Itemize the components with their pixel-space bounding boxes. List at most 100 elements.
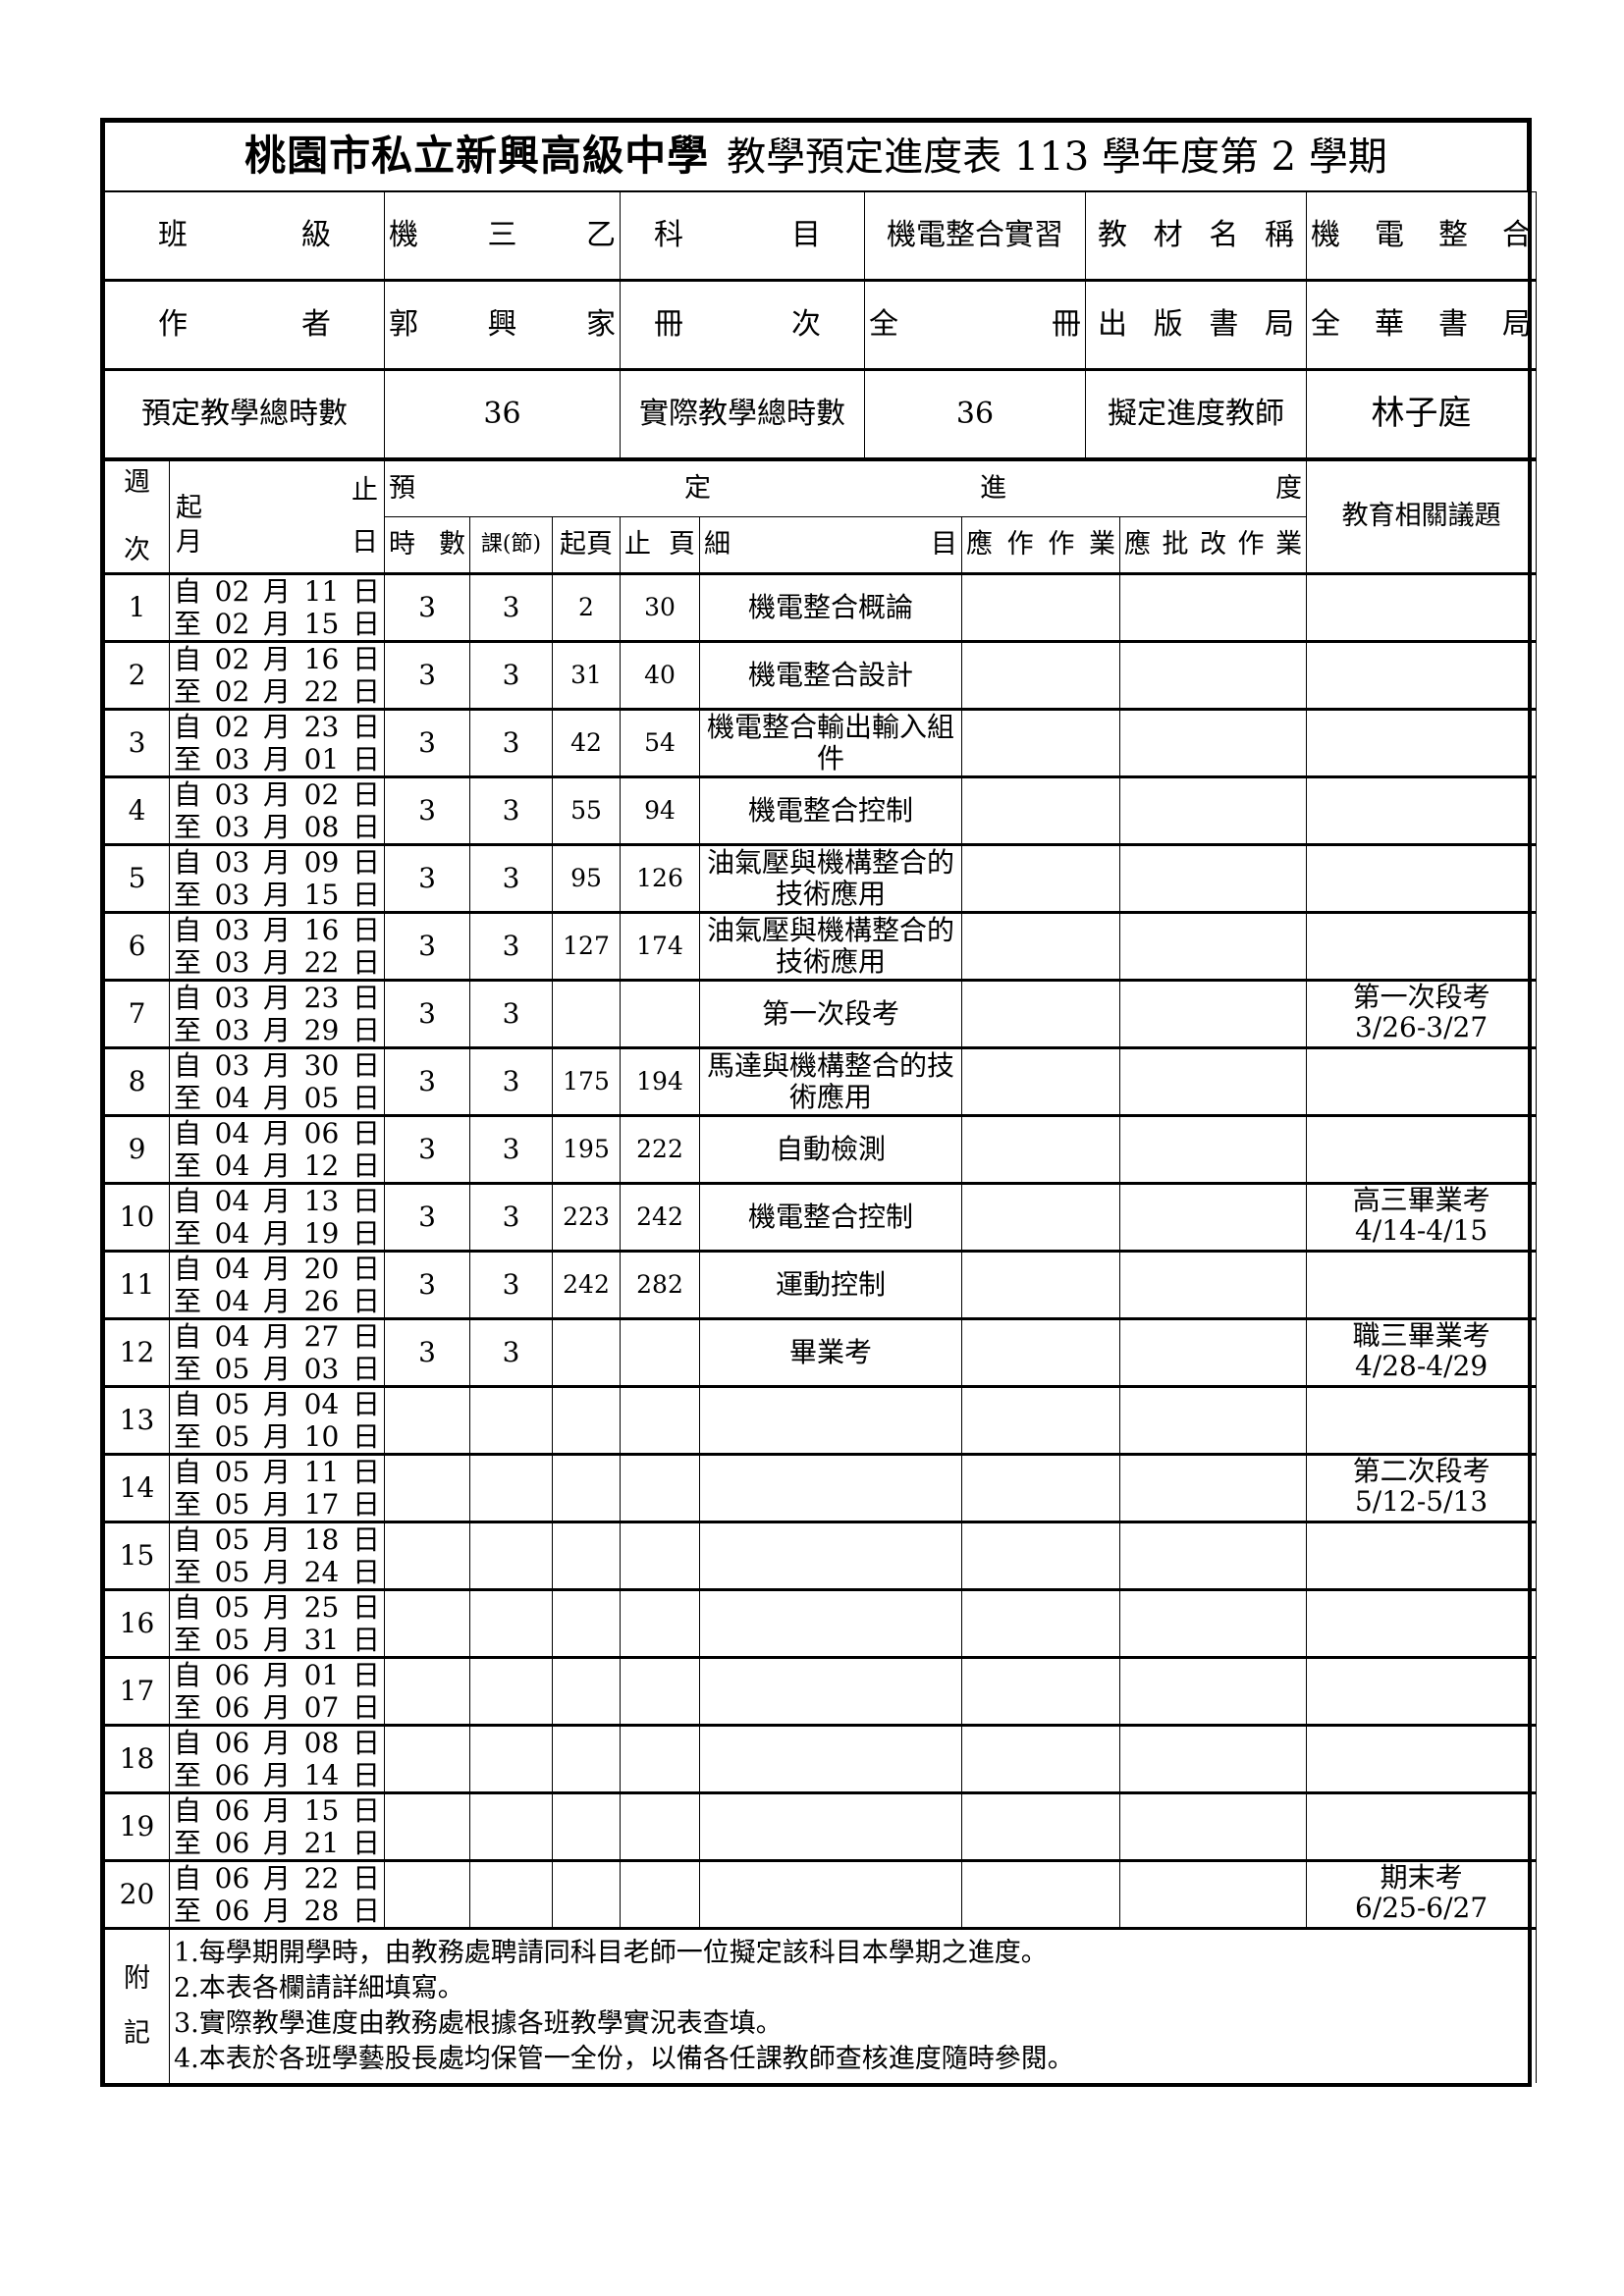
document-subtitle: 教學預定進度表 113 學年度第 2 學期 (727, 134, 1387, 181)
detail-header: 細目 (699, 516, 962, 575)
week-row: 20 自 06 月 22 日至 06 月 28 日 期末考 6/25-6/27 (104, 1860, 1538, 1930)
end-page-cell (620, 1386, 700, 1456)
start-page-cell (552, 1860, 621, 1930)
correction-cell (1118, 1115, 1308, 1185)
correction-cell (1118, 1251, 1308, 1320)
issue-cell (1306, 709, 1538, 778)
start-page-cell: 127 (552, 912, 621, 982)
detail-cell: 運動控制 (699, 1251, 962, 1320)
hours-cell: 3 (384, 573, 470, 643)
week-row: 14 自 05 月 11 日至 05 月 17 日 第二次段考 5/12-5/13 (104, 1454, 1538, 1523)
correction-cell (1118, 1318, 1308, 1388)
homework-cell (961, 1792, 1120, 1862)
planned-hours-value: 36 (384, 369, 621, 460)
lessons-cell (469, 1386, 553, 1456)
note-item: 2.本表各欄請詳細填寫。 (174, 1973, 464, 2003)
homework-cell (961, 1386, 1120, 1456)
week-row: 12 自 04 月 27 日至 05 月 03 日 3 3 畢業考 職三畢業考 4/28-4/29 (104, 1318, 1538, 1388)
detail-cell: 機電整合控制 (699, 776, 962, 846)
lessons-cell: 3 (469, 1047, 553, 1117)
issue-cell: 高三畢業考 4/14-4/15 (1306, 1183, 1538, 1253)
end-page-cell: 54 (620, 709, 700, 778)
start-page-cell (552, 1657, 621, 1727)
week-number: 13 (104, 1386, 170, 1456)
homework-cell (961, 1115, 1120, 1185)
note-item: 1.每學期開學時，由教務處聘請同科目老師一位擬定該科目本學期之進度。 (174, 1938, 1048, 1968)
end-page-cell: 194 (620, 1047, 700, 1117)
teacher-label: 擬定進度教師 (1085, 369, 1307, 460)
school-name: 桃園市私立新興高級中學 (244, 132, 710, 181)
title-table: 桃園市私立新興高級中學 教學預定進度表 113 學年度第 2 學期 (104, 122, 1528, 191)
correction-cell (1118, 980, 1308, 1049)
lessons-cell: 3 (469, 709, 553, 778)
issue-cell (1306, 1251, 1538, 1320)
notes-label: 附記 (104, 1928, 170, 2083)
start-page-cell (552, 1522, 621, 1591)
homework-cell (961, 1454, 1120, 1523)
week-row: 18 自 06 月 08 日至 06 月 14 日 (104, 1725, 1538, 1794)
end-page-cell (620, 1454, 700, 1523)
week-row: 5 自 03 月 09 日至 03 月 15 日 3 3 95 126 油氣壓與機構整合的技術應用 (104, 844, 1538, 914)
correction-cell (1118, 1386, 1308, 1456)
homework-cell (961, 776, 1120, 846)
issue-cell (1306, 641, 1538, 711)
date-range: 自 05 月 11 日至 05 月 17 日 (169, 1454, 385, 1523)
hours-cell (384, 1860, 470, 1930)
start-page-cell (552, 1454, 621, 1523)
week-row: 4 自 03 月 02 日至 03 月 08 日 3 3 55 94 機電整合控制 (104, 776, 1538, 846)
hours-cell (384, 1792, 470, 1862)
hours-cell: 3 (384, 1251, 470, 1320)
issue-cell (1306, 844, 1538, 914)
volume-value: 全冊 (864, 280, 1086, 371)
date-range: 自 06 月 22 日至 06 月 28 日 (169, 1860, 385, 1930)
end-page-cell (620, 980, 700, 1049)
week-number: 20 (104, 1860, 170, 1930)
week-number: 9 (104, 1115, 170, 1185)
textbook-label: 教材名稱 (1085, 191, 1307, 282)
note-item: 4.本表於各班學藝股長處均保管一全份，以備各任課教師查核進度隨時參閱。 (174, 2044, 1074, 2074)
issue-cell (1306, 1589, 1538, 1659)
schedule-sheet: 桃園市私立新興高級中學 教學預定進度表 113 學年度第 2 學期 班級 機三乙 … (100, 118, 1538, 2087)
subject-label: 科目 (620, 191, 865, 282)
detail-cell (699, 1454, 962, 1523)
lessons-cell: 3 (469, 1251, 553, 1320)
issue-cell (1306, 912, 1538, 982)
weeks-body: 1 自 02 月 11 日至 02 月 15 日 3 3 2 30 機電整合概論 2 自 02 月 16 日至 02 月 22… (104, 573, 1538, 1930)
lessons-cell (469, 1657, 553, 1727)
week-number: 5 (104, 844, 170, 914)
week-row: 3 自 02 月 23 日至 03 月 01 日 3 3 42 54 機電整合輸出輸入組件 (104, 709, 1538, 778)
correction-cell (1118, 573, 1308, 643)
date-range: 自 02 月 11 日至 02 月 15 日 (169, 573, 385, 643)
correction-cell (1118, 1657, 1308, 1727)
issue-cell: 職三畢業考 4/28-4/29 (1306, 1318, 1538, 1388)
end-page-cell: 40 (620, 641, 700, 711)
correction-cell (1118, 1725, 1308, 1794)
week-row: 19 自 06 月 15 日至 06 月 21 日 (104, 1792, 1538, 1862)
week-number: 18 (104, 1725, 170, 1794)
correction-cell (1118, 776, 1308, 846)
detail-cell: 油氣壓與機構整合的技術應用 (699, 844, 962, 914)
lessons-cell: 3 (469, 776, 553, 846)
week-number: 10 (104, 1183, 170, 1253)
detail-cell: 機電整合控制 (699, 1183, 962, 1253)
end-page-cell: 126 (620, 844, 700, 914)
week-row: 7 自 03 月 23 日至 03 月 29 日 3 3 第一次段考 第一次段考 3/26-3/27 (104, 980, 1538, 1049)
publisher-label: 出版書局 (1085, 280, 1307, 371)
detail-cell: 機電整合概論 (699, 573, 962, 643)
date-range: 自 03 月 16 日至 03 月 22 日 (169, 912, 385, 982)
issue-cell (1306, 1725, 1538, 1794)
lessons-cell: 3 (469, 641, 553, 711)
homework-cell (961, 1047, 1120, 1117)
correction-cell (1118, 1047, 1308, 1117)
progress-header: 預定進度 (383, 460, 1308, 517)
lessons-cell (469, 1589, 553, 1659)
hours-cell: 3 (384, 641, 470, 711)
date-range: 自 04 月 13 日至 04 月 19 日 (169, 1183, 385, 1253)
lessons-cell: 3 (469, 980, 553, 1049)
correction-cell (1118, 912, 1308, 982)
date-range: 自 06 月 01 日至 06 月 07 日 (169, 1657, 385, 1727)
correction-cell (1118, 1792, 1308, 1862)
volume-label: 冊次 (620, 280, 865, 371)
week-number: 7 (104, 980, 170, 1049)
date-range: 自 02 月 16 日至 02 月 22 日 (169, 641, 385, 711)
